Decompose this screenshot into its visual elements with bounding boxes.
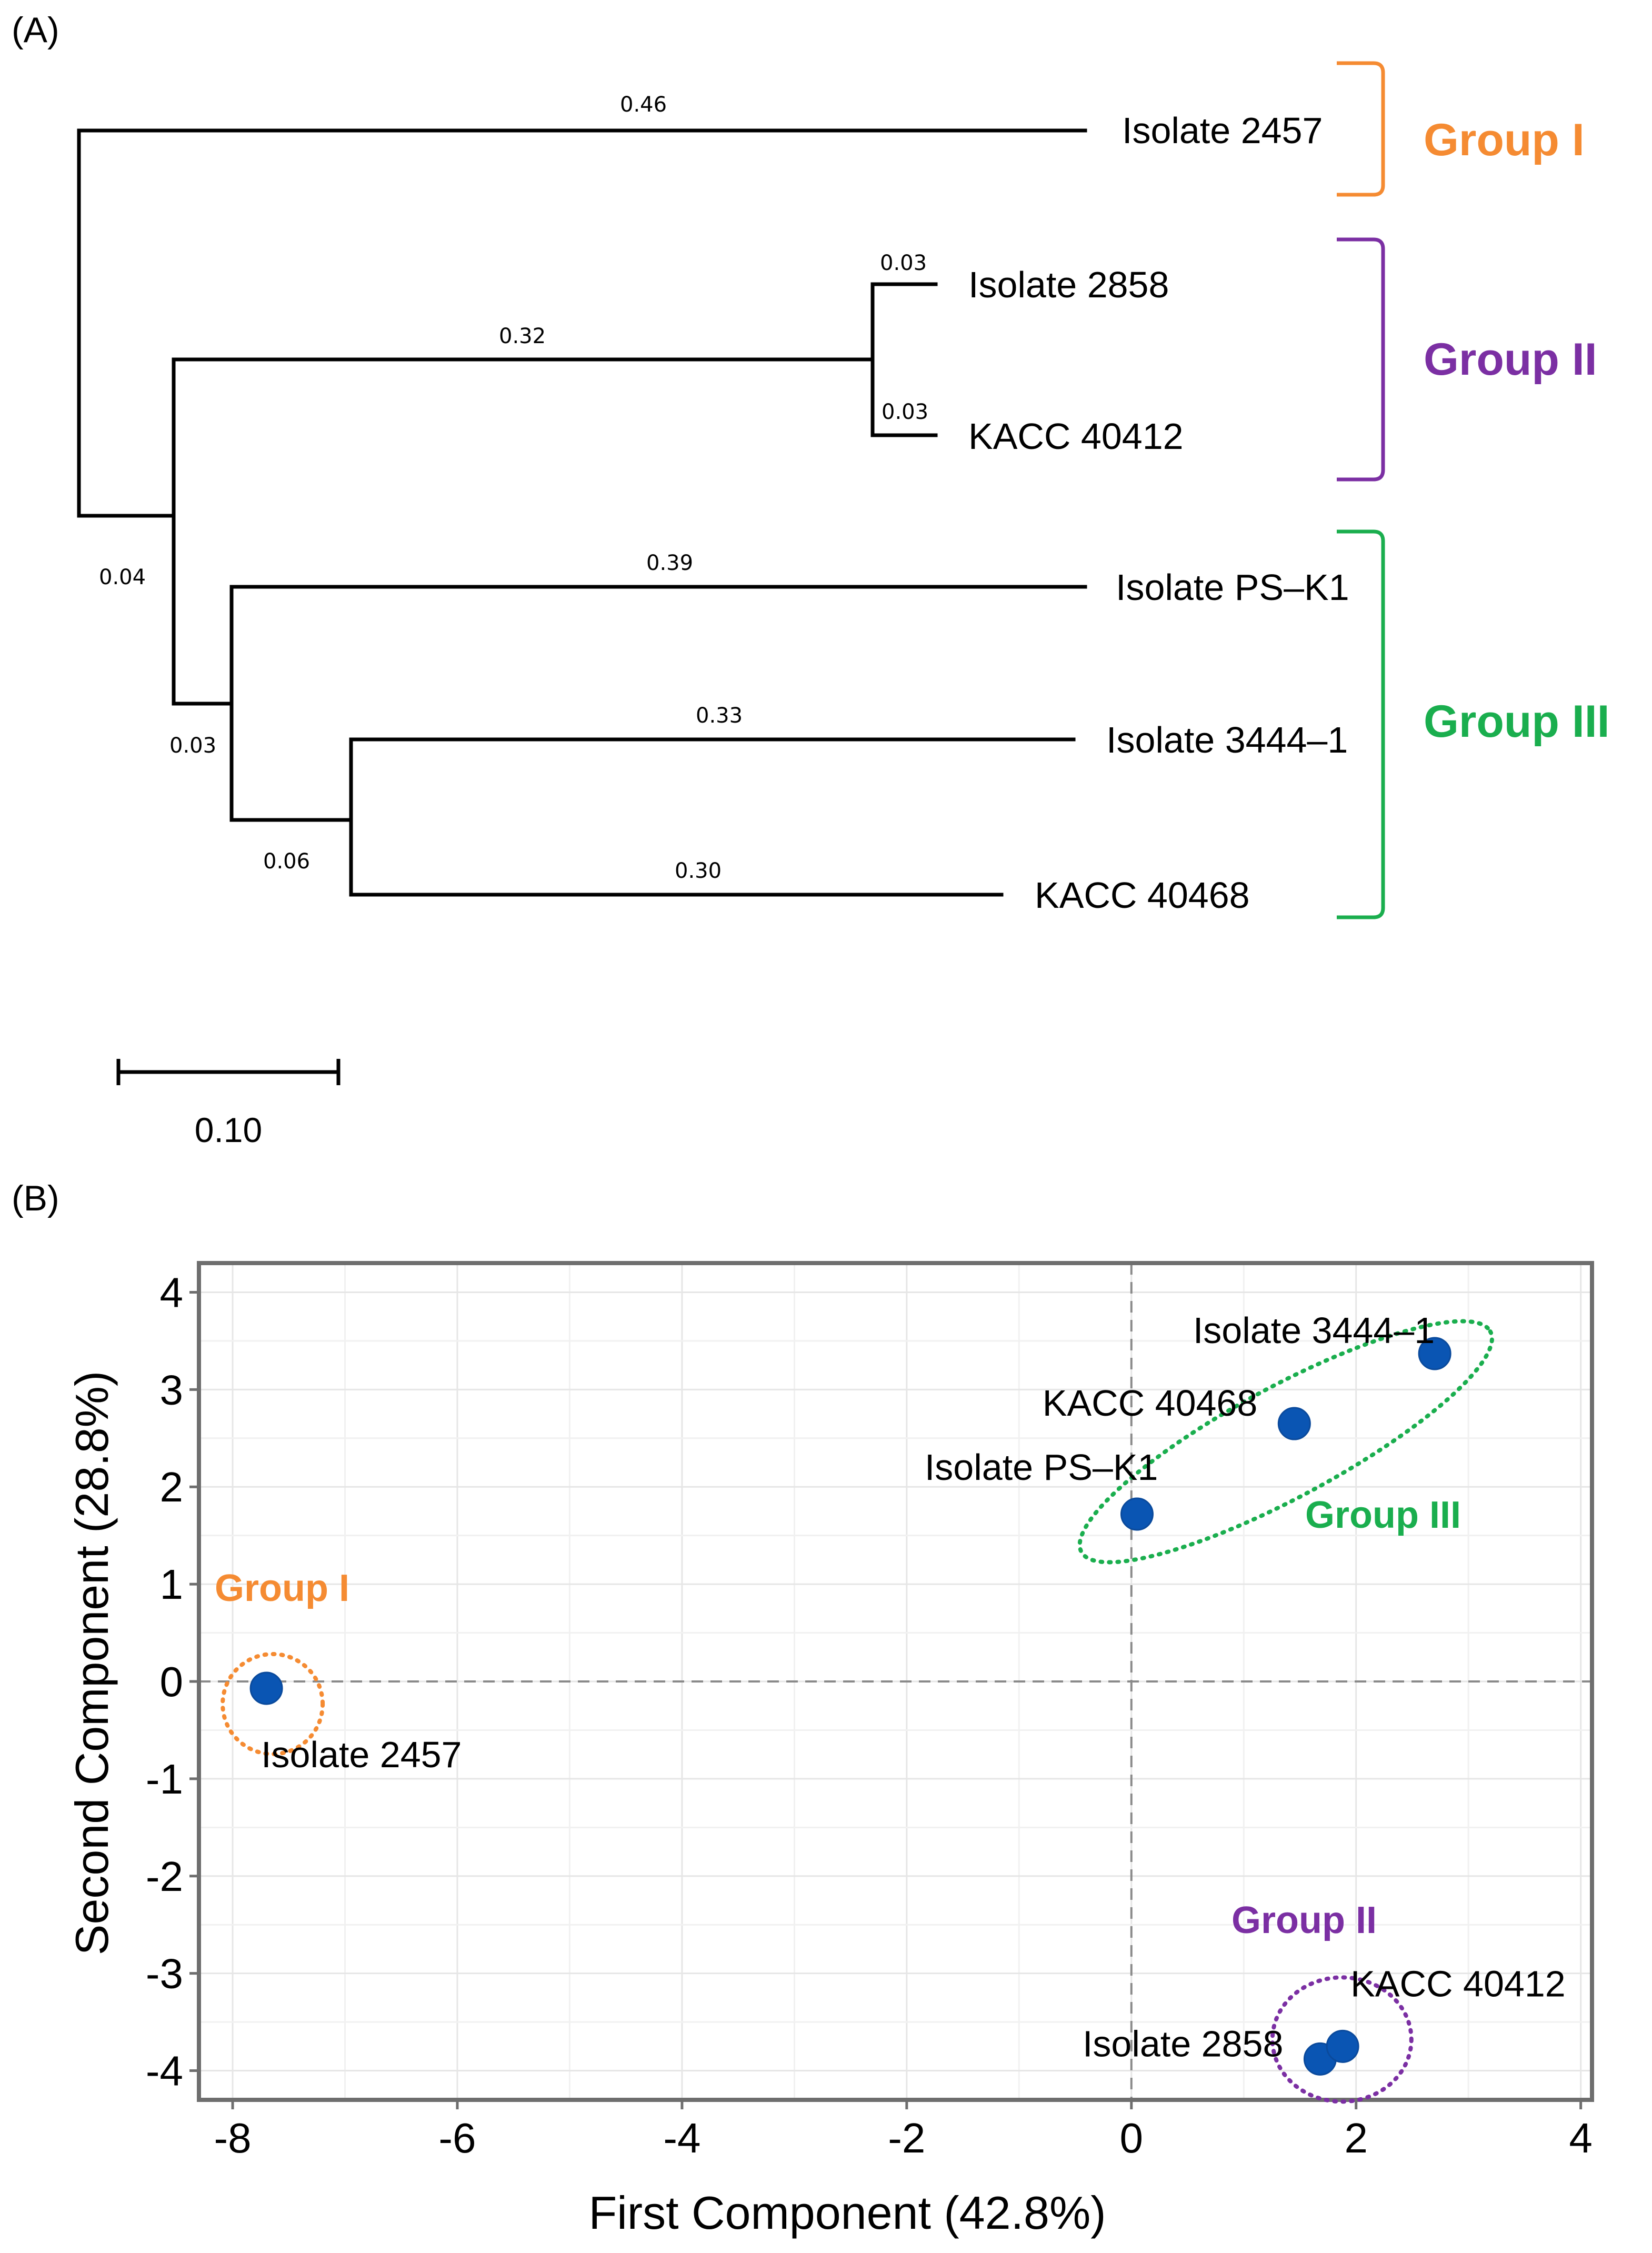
tick-labels: -8 -6 -4 -2 0 2 4 4 3 2 1 0 -1 -2 -3 -4 — [146, 1269, 1593, 2161]
y-tick-label: 4 — [160, 1269, 184, 1316]
data-point — [1326, 2029, 1359, 2063]
group-3-label-b: Group III — [1305, 1494, 1461, 1536]
branch-label-node3: 0.06 — [263, 849, 310, 874]
leaf-isolate-2858: Isolate 2858 — [968, 264, 1169, 305]
dendrogram-branches — [77, 128, 1087, 897]
y-tick-label: -4 — [146, 2048, 183, 2095]
y-tick-label: -2 — [146, 1853, 183, 1900]
scale-bar-line — [116, 1059, 341, 1085]
leaf-kacc-40468: KACC 40468 — [1035, 875, 1250, 916]
group-2-ellipse — [1270, 1975, 1414, 2104]
point-label: Isolate 3444–1 — [1193, 1310, 1435, 1351]
point-label: Isolate PS–K1 — [925, 1447, 1158, 1488]
y-tick-label: -1 — [146, 1756, 183, 1803]
leaf-kacc-40412: KACC 40412 — [968, 416, 1184, 457]
leaf-isolate-2457: Isolate 2457 — [1122, 110, 1323, 151]
scatter-points — [249, 1337, 1451, 2076]
group-2-label-a: Group II — [1424, 334, 1597, 385]
group-1-label-b: Group I — [215, 1567, 349, 1609]
y-tick-label: 1 — [160, 1561, 184, 1608]
dendrogram-panel: (A) 0.46 0.03 — [12, 10, 1610, 1149]
scale-bar — [116, 1059, 341, 1085]
branch-label-psk1: 0.39 — [646, 551, 693, 575]
branch-label-40468: 0.30 — [675, 859, 722, 883]
x-tick-label: 0 — [1120, 2115, 1144, 2161]
point-labels: Isolate 2457 Isolate PS–K1 KACC 40468 Isola… — [261, 1310, 1566, 2064]
branch-label-node1: 0.04 — [99, 565, 146, 589]
panel-label-b: (B) — [12, 1178, 59, 1218]
x-axis-title: First Component (42.8%) — [588, 2187, 1106, 2239]
data-point — [249, 1671, 283, 1705]
branch-label-40412: 0.03 — [882, 400, 928, 424]
leaf-isolate-3444: Isolate 3444–1 — [1106, 719, 1348, 760]
x-tick-label: -2 — [888, 2115, 925, 2161]
y-tick-label: -3 — [146, 1950, 183, 1997]
group-2-label-b: Group II — [1232, 1899, 1377, 1941]
data-point — [1120, 1497, 1154, 1531]
branch-label-2858: 0.03 — [880, 251, 927, 275]
x-tick-label: -6 — [438, 2115, 476, 2161]
scale-bar-label: 0.10 — [195, 1110, 262, 1149]
x-tick-label: -4 — [663, 2115, 700, 2161]
data-point — [1418, 1337, 1451, 1370]
y-tick-label: 0 — [160, 1658, 184, 1705]
group-1-ellipse — [221, 1651, 325, 1756]
leaf-isolate-psk1: Isolate PS–K1 — [1116, 567, 1349, 608]
group-brackets — [1337, 61, 1385, 919]
group-ellipses — [221, 1319, 1494, 2104]
branch-label-node2: 0.03 — [169, 734, 216, 758]
point-label: Isolate 2858 — [1083, 2023, 1283, 2064]
x-tick-label: 4 — [1569, 2115, 1593, 2161]
branch-label-group2: 0.32 — [499, 324, 546, 348]
point-label: KACC 40412 — [1350, 1963, 1566, 2004]
data-point — [1277, 1407, 1311, 1440]
leaf-labels: Isolate 2457 Isolate 2858 KACC 40412 Iso… — [968, 110, 1349, 916]
bracket-group-1 — [1337, 61, 1385, 197]
bracket-group-3 — [1337, 529, 1385, 919]
group-3-ellipse — [1077, 1319, 1494, 1565]
bracket-group-2 — [1337, 237, 1385, 482]
y-tick-label: 2 — [160, 1464, 184, 1510]
branch-label-2457: 0.46 — [620, 93, 667, 117]
x-tick-label: -8 — [214, 2115, 251, 2161]
branch-length-labels: 0.46 0.03 0.03 0.32 0.39 0.33 0.30 0.04 … — [99, 93, 928, 883]
group-3-label-a: Group III — [1424, 696, 1610, 747]
panel-label-a: (A) — [12, 10, 59, 50]
group-labels-b: Group I Group II Group III — [215, 1494, 1461, 1941]
y-tick-label: 3 — [160, 1366, 184, 1413]
point-label: KACC 40468 — [1043, 1383, 1258, 1424]
branch-label-3444: 0.33 — [696, 704, 743, 728]
y-axis-title: Second Component (28.8%) — [66, 1371, 118, 1955]
group-labels-a: Group I Group II Group III — [1424, 115, 1610, 747]
group-1-label-a: Group I — [1424, 115, 1585, 165]
x-tick-label: 2 — [1344, 2115, 1368, 2161]
point-label: Isolate 2457 — [261, 1734, 462, 1775]
